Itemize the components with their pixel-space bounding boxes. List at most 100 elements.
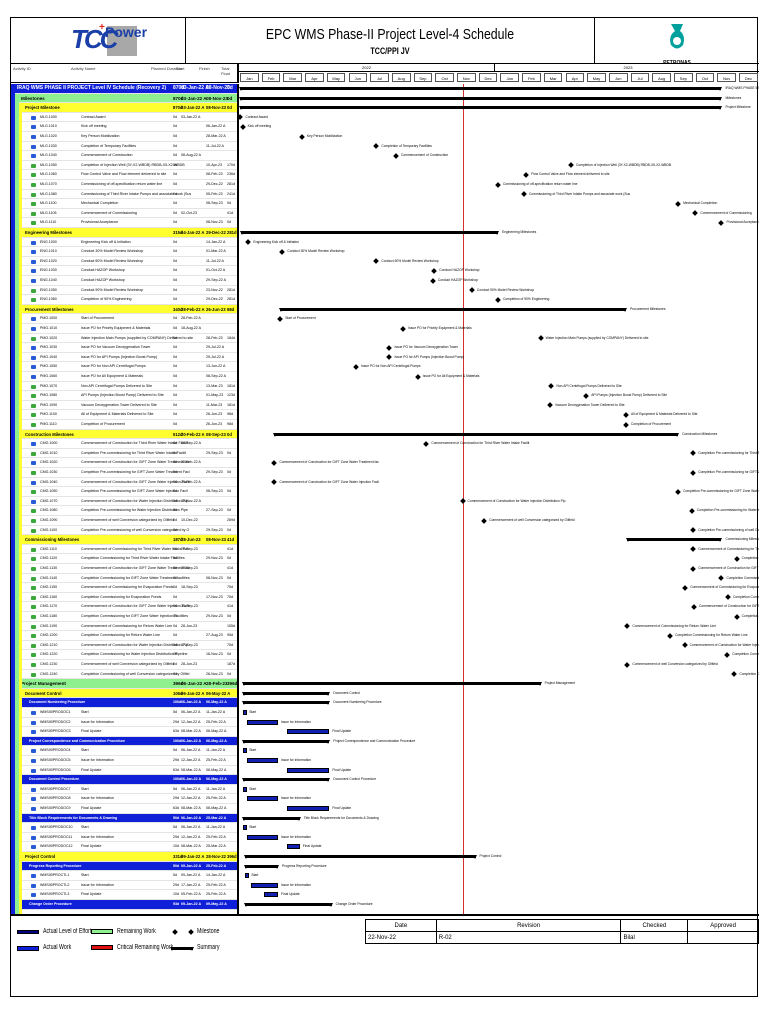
activity-row[interactable]: CMG.1230 Commencement of well Conversion … xyxy=(11,660,237,670)
milestone-diamond[interactable] xyxy=(675,488,681,495)
activity-row[interactable]: CMG.1180 Completion Commissioning for GIF… xyxy=(11,612,237,622)
col-total-float[interactable]: Total Float xyxy=(221,66,230,76)
col-start[interactable]: Start xyxy=(176,66,185,71)
summary-bar[interactable] xyxy=(239,106,723,111)
milestone-diamond[interactable] xyxy=(523,172,529,178)
activity-row[interactable]: MLG.1000 Contract Award 0d 03-Jan-22 A xyxy=(11,113,237,123)
activity-row[interactable]: WMSII0PRODOC2 Issue for Information 29d 12-… xyxy=(11,718,237,728)
activity-row[interactable]: WMSII0PRODOC10 Start 5d 06-Jan-22 A 11-Jan-2… xyxy=(11,823,237,833)
milestone-diamond[interactable] xyxy=(521,191,527,197)
activity-row[interactable]: CMG.1050 Completion Pre-commissioning for… xyxy=(11,487,237,497)
activity-row[interactable]: WMSII0PRODOC4 Start 5d 06-Jan-22 A 11-Jan-22… xyxy=(11,746,237,756)
milestone-diamond[interactable] xyxy=(624,623,631,629)
col-activity-name[interactable]: Activity Name xyxy=(71,66,96,71)
col-finish[interactable]: Finish xyxy=(199,66,210,71)
activity-row[interactable]: WMSII0PROCTL2 Issue for Information 29d 17-… xyxy=(11,881,237,891)
milestone-diamond[interactable] xyxy=(299,133,305,140)
activity-row[interactable]: WMSII0PRODOC11 Issue for Information 29d 12… xyxy=(11,833,237,843)
activity-row[interactable]: PMG.1110 Completion of Procurement 0d 26-Ju… xyxy=(11,420,237,430)
activity-row[interactable]: ENG.1020 Conduct 60% Model Review Worksho… xyxy=(11,257,237,267)
milestone-diamond[interactable] xyxy=(373,143,380,149)
milestone-diamond[interactable] xyxy=(690,527,697,533)
milestone-diamond[interactable] xyxy=(548,383,555,389)
wbs-row[interactable]: Engineering Milestones 315d 04-Jan-22 A 29-… xyxy=(11,228,237,238)
activity-row[interactable]: WMSII0PRODOC12 Final Update 10d 08-Mar-22 A… xyxy=(11,842,237,852)
activity-row[interactable]: CMG.1210 Commencement of Construction for… xyxy=(11,641,237,651)
activity-row[interactable]: MLG.1080 Commissioning of Third River Int… xyxy=(11,190,237,200)
actual-work-bar[interactable] xyxy=(246,719,279,725)
activity-row[interactable]: CMG.1120 Completion Commissioning for Thi… xyxy=(11,554,237,564)
summary-bar[interactable] xyxy=(240,231,499,235)
col-planned-duration[interactable]: Planned Duration xyxy=(151,66,182,71)
actual-work-bar[interactable] xyxy=(242,748,247,754)
summary-bar[interactable] xyxy=(279,307,627,312)
milestone-diamond[interactable] xyxy=(692,210,699,217)
activity-row[interactable]: CMG.1200 Completion Commissioning for Ret… xyxy=(11,631,237,641)
activity-row[interactable]: ENG.1060 Completion of 90% Engineering 0d 2… xyxy=(11,295,237,305)
milestone-diamond[interactable] xyxy=(239,124,246,130)
milestone-diamond[interactable] xyxy=(688,508,695,514)
milestone-diamond[interactable] xyxy=(682,584,689,591)
actual-work-bar[interactable] xyxy=(250,882,279,888)
activity-row[interactable]: CMG.1240 Completion Commissioning of well… xyxy=(11,670,237,680)
summary-bar[interactable] xyxy=(243,855,477,859)
milestone-diamond[interactable] xyxy=(271,460,278,466)
wbs-row[interactable]: Project Management 396d 06-Jan-22 A 28-Feb-… xyxy=(11,679,237,689)
actual-work-bar[interactable] xyxy=(246,834,279,840)
wbs-row[interactable]: Document Control Procedure 106d 06-Jan-22 … xyxy=(11,775,237,785)
milestone-diamond[interactable] xyxy=(469,287,475,293)
activity-row[interactable]: CMG.1080 Completion Pre-commissioning for… xyxy=(11,506,237,516)
milestone-diamond[interactable] xyxy=(731,671,738,677)
activity-row[interactable]: PMG.1080 API Pumps (Injection Boost Pump)… xyxy=(11,391,237,401)
wbs-row[interactable]: Construction Milestones 512d 20-Feb-22 A 08… xyxy=(11,429,237,440)
milestone-diamond[interactable] xyxy=(386,354,393,361)
activity-row[interactable]: WMSII0PROCTL3 Final Update 10d 05-Feb-22 A 2… xyxy=(11,890,237,900)
milestone-diamond[interactable] xyxy=(277,316,284,322)
milestone-diamond[interactable] xyxy=(681,642,688,649)
milestone-diamond[interactable] xyxy=(239,114,244,121)
milestone-diamond[interactable] xyxy=(459,498,466,505)
activity-row[interactable]: MLG.1050 Completion of Injection Well (3Y… xyxy=(11,161,237,171)
activity-row[interactable]: CMG.1190 Commencement of Commissioning fo… xyxy=(11,622,237,632)
activity-row[interactable]: CMG.1090 Commencement of well Conversion … xyxy=(11,516,237,526)
activity-row[interactable]: CMG.1040 Commencement of Construction for… xyxy=(11,478,237,488)
wbs-row[interactable]: Progress Reporting Procedure 50d 09-Jan-22… xyxy=(11,861,237,872)
activity-row[interactable]: MLG.1110 Provisional Acceptance 0d 08-Nov-2… xyxy=(11,218,237,228)
activity-row[interactable]: PMG.1030 Issue PO for Vacuum Deoxygenatio… xyxy=(11,343,237,353)
activity-row[interactable]: WMSII0PRODOC6 Final Update 63d 08-Mar-22 A 0… xyxy=(11,766,237,776)
activity-row[interactable]: ENG.1000 Engineering Kick off & Initiatio… xyxy=(11,238,237,248)
milestone-diamond[interactable] xyxy=(733,613,740,620)
milestone-diamond[interactable] xyxy=(691,604,697,610)
activity-row[interactable]: MLG.1010 Kick off meeting 0d 06-Jan-22 A xyxy=(11,122,237,132)
milestone-diamond[interactable] xyxy=(423,440,430,447)
activity-row[interactable]: PMG.1010 Issue PO for Priority Equipment … xyxy=(11,324,237,334)
activity-row[interactable]: WMSII0PRODOC9 Final Update 63d 08-Mar-22 A 0… xyxy=(11,804,237,814)
activity-row[interactable]: ENG.1050 Conduct 90% Model Review Worksho… xyxy=(11,286,237,296)
activity-row[interactable]: CMG.1100 Completion Pre-commissioning of … xyxy=(11,526,237,536)
actual-work-bar[interactable] xyxy=(242,710,247,715)
milestone-diamond[interactable] xyxy=(245,239,252,245)
summary-bar[interactable] xyxy=(239,96,723,101)
activity-row[interactable]: CMG.1000 Commencement of Construction for… xyxy=(11,439,237,449)
activity-row[interactable]: ENG.1010 Conduct 30% Model Review Worksho… xyxy=(11,247,237,257)
summary-bar[interactable] xyxy=(241,739,331,744)
col-activity-id[interactable]: Activity ID xyxy=(13,66,31,71)
milestone-diamond[interactable] xyxy=(279,248,286,255)
summary-bar[interactable] xyxy=(273,432,679,437)
activity-row[interactable]: PMG.1070 Non API Centrifugal Pumps Delive… xyxy=(11,382,237,392)
wbs-row[interactable]: Commissioning Milestones 187d 28-Jun-23 08-… xyxy=(11,535,237,545)
activity-row[interactable]: MLG.1105 Commencement of Commissioning 0d 0… xyxy=(11,209,237,219)
activity-row[interactable]: MLG.1020 Key Person Mobilization 0d 28-Mar-… xyxy=(11,132,237,142)
activity-row[interactable]: CMG.1010 Completion Pre-commissioning for… xyxy=(11,449,237,459)
milestone-diamond[interactable] xyxy=(718,220,725,226)
activity-row[interactable]: WMSII0PRODOC3 Final Update 63d 08-Mar-22 A 0… xyxy=(11,727,237,737)
wbs-row[interactable]: IRAQ WMS PHASE II PROJECT Level IV Sched… xyxy=(11,84,237,94)
activity-row[interactable]: CMG.1160 Completion Commissioning for Eva… xyxy=(11,593,237,603)
activity-row[interactable]: WMSII0PRODOC7 Start 5d 06-Jan-22 A 11-Jan-22… xyxy=(11,785,237,795)
activity-row[interactable]: CMG.1030 Completion Pre-commissioning for… xyxy=(11,468,237,478)
milestone-diamond[interactable] xyxy=(414,373,421,380)
milestone-diamond[interactable] xyxy=(724,652,731,658)
milestone-diamond[interactable] xyxy=(547,402,553,409)
activity-row[interactable]: MLG.1030 Completion of Temporary Faciliti… xyxy=(11,142,237,152)
milestone-diamond[interactable] xyxy=(373,258,380,265)
